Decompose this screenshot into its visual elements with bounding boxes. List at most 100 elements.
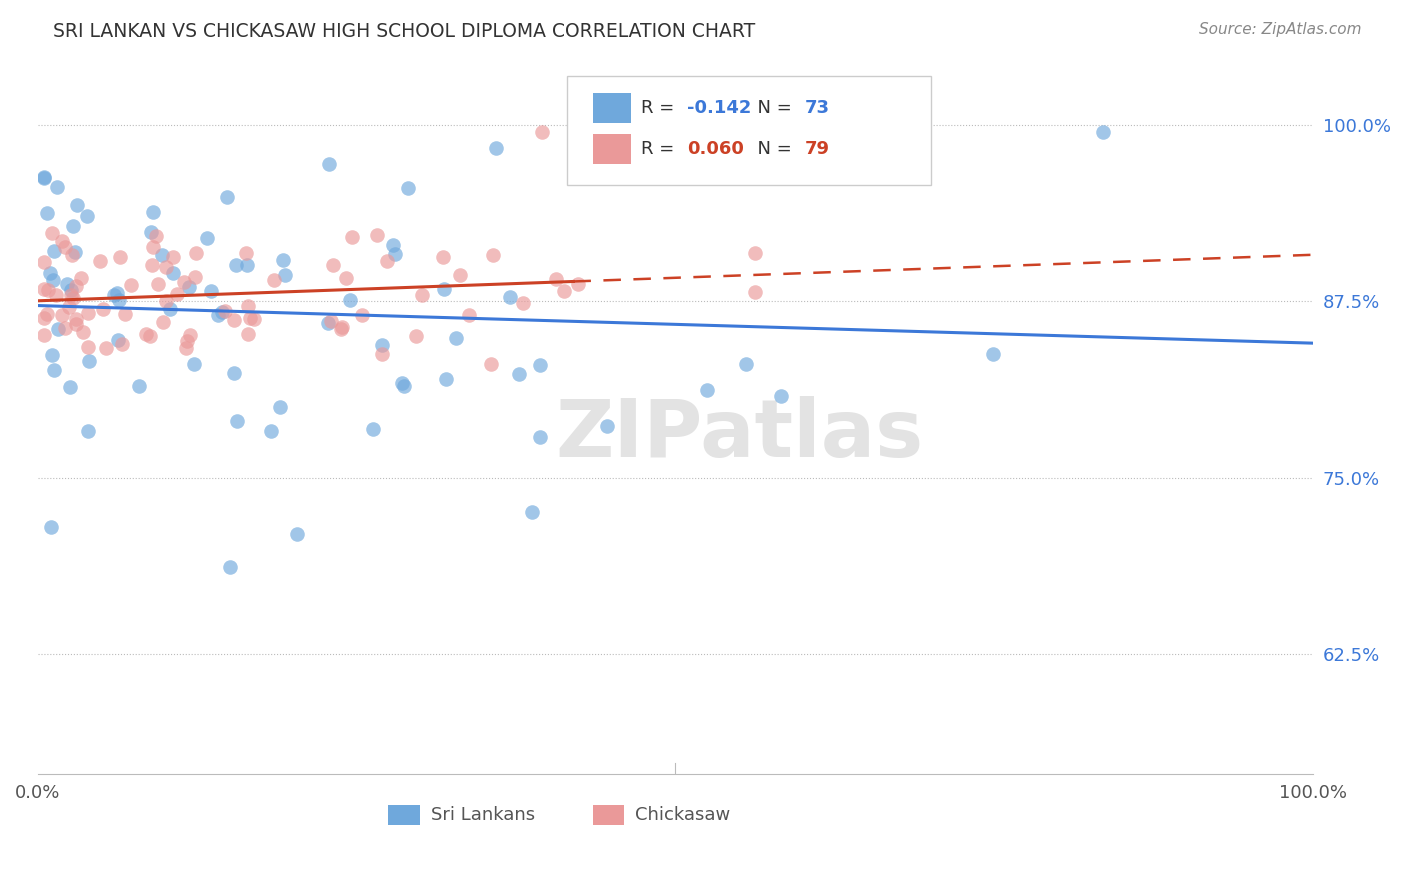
Point xyxy=(274,268,297,282)
Point xyxy=(111,337,134,351)
Point xyxy=(329,322,352,336)
Point xyxy=(42,244,65,259)
Text: 73: 73 xyxy=(804,99,830,117)
Point xyxy=(434,372,457,386)
Point xyxy=(340,230,363,244)
Point xyxy=(77,306,100,320)
Point xyxy=(485,141,508,155)
Point xyxy=(482,248,505,262)
Point xyxy=(65,312,87,326)
Point xyxy=(94,342,117,356)
Point xyxy=(162,266,184,280)
Point xyxy=(546,272,568,286)
Point xyxy=(155,260,177,274)
Point xyxy=(103,288,125,302)
Point xyxy=(226,414,249,428)
Text: 0.060: 0.060 xyxy=(688,140,744,158)
Point xyxy=(224,366,246,380)
Point xyxy=(236,326,259,341)
Point xyxy=(174,341,197,355)
Point xyxy=(322,258,344,272)
Text: 79: 79 xyxy=(804,140,830,158)
Point xyxy=(141,258,163,272)
Point xyxy=(37,307,59,321)
Point xyxy=(411,288,433,302)
Text: N =: N = xyxy=(745,99,797,117)
Point xyxy=(62,219,84,233)
Point xyxy=(146,277,169,292)
Point xyxy=(195,230,218,244)
Point xyxy=(856,125,879,139)
Point xyxy=(242,311,264,326)
Point xyxy=(371,347,394,361)
Point xyxy=(1091,125,1114,139)
Point xyxy=(285,527,308,541)
Point xyxy=(695,384,717,398)
FancyBboxPatch shape xyxy=(388,805,420,825)
Point xyxy=(59,283,82,297)
Point xyxy=(433,282,456,296)
Point xyxy=(184,245,207,260)
Point xyxy=(432,250,454,264)
FancyBboxPatch shape xyxy=(592,805,624,825)
Point xyxy=(200,284,222,298)
Point xyxy=(32,282,55,296)
Point xyxy=(46,179,69,194)
Point xyxy=(91,301,114,316)
Point xyxy=(553,284,575,298)
Point xyxy=(135,327,157,342)
Point xyxy=(271,252,294,267)
Point xyxy=(162,251,184,265)
Point xyxy=(107,333,129,347)
Point xyxy=(391,376,413,390)
Point xyxy=(219,559,242,574)
Point xyxy=(42,273,65,287)
FancyBboxPatch shape xyxy=(592,93,631,123)
Point xyxy=(479,357,502,371)
Point xyxy=(744,285,766,300)
Point xyxy=(59,380,82,394)
Point xyxy=(37,283,59,297)
Point xyxy=(596,418,619,433)
Point xyxy=(69,270,91,285)
Point xyxy=(238,311,260,326)
Text: -0.142: -0.142 xyxy=(688,99,751,117)
Point xyxy=(53,321,76,335)
Point xyxy=(155,294,177,309)
Point xyxy=(39,520,62,534)
Point xyxy=(150,247,173,261)
Point xyxy=(51,234,73,248)
Point xyxy=(120,278,142,293)
Text: R =: R = xyxy=(641,140,681,158)
Point xyxy=(371,337,394,351)
Point xyxy=(458,308,481,322)
Text: R =: R = xyxy=(641,99,681,117)
Point xyxy=(46,321,69,335)
Point xyxy=(72,325,94,339)
Point xyxy=(770,389,793,403)
Point xyxy=(53,240,76,254)
Point xyxy=(214,304,236,318)
Point xyxy=(65,279,87,293)
Point xyxy=(108,250,131,264)
Point xyxy=(76,209,98,223)
Point xyxy=(173,275,195,289)
Point xyxy=(77,353,100,368)
FancyBboxPatch shape xyxy=(592,134,631,164)
Point xyxy=(105,285,128,300)
Point xyxy=(55,277,77,292)
Point xyxy=(211,305,233,319)
Point xyxy=(318,316,340,330)
Point xyxy=(139,329,162,343)
Point xyxy=(62,291,84,305)
Point xyxy=(65,245,87,260)
Point xyxy=(366,227,388,242)
Point xyxy=(981,347,1004,361)
Point xyxy=(166,286,188,301)
Point xyxy=(744,246,766,260)
Point xyxy=(352,308,374,322)
Point xyxy=(449,268,471,282)
Point xyxy=(65,317,87,331)
Point xyxy=(128,379,150,393)
Point xyxy=(108,293,131,307)
